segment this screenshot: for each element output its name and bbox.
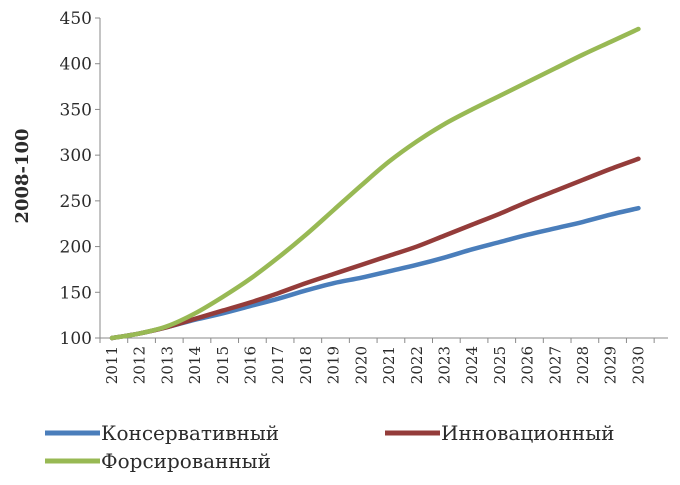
- x-tick-label: 2013: [158, 346, 176, 384]
- y-tick-label: 250: [60, 192, 92, 212]
- y-tick-label: 350: [60, 100, 92, 120]
- legend-label: Консервативный: [101, 421, 279, 445]
- y-tick-label: 150: [60, 283, 92, 303]
- legend-label: Форсированный: [101, 449, 271, 473]
- x-ticks: 2011 2012 2013 2014 2015 2016 2017 2018 2019 2020…: [99, 338, 655, 384]
- x-tick-label: 2019: [325, 346, 343, 384]
- x-tick-label: 2030: [629, 346, 647, 384]
- x-tick-label: 2011: [103, 346, 121, 384]
- series-lines: [109, 26, 641, 341]
- x-tick-label: 2024: [463, 346, 481, 384]
- x-tick-label: 2027: [546, 346, 564, 384]
- axes: [99, 18, 668, 339]
- x-tick-label: 2029: [602, 346, 620, 384]
- y-tick-label: 450: [60, 9, 92, 29]
- x-tick-label: 2020: [352, 346, 370, 384]
- series-line: [109, 26, 641, 341]
- y-ticks: 100 150 200 250 300 350 400 450: [60, 9, 100, 349]
- x-tick-label: 2015: [214, 346, 232, 384]
- x-tick-label: 2022: [408, 346, 426, 384]
- y-axis-label: 2008-100: [12, 128, 33, 223]
- x-tick-label: 2016: [242, 346, 260, 384]
- y-tick-label: 300: [60, 146, 92, 166]
- x-tick-label: 2018: [297, 346, 315, 384]
- y-tick-label: 400: [60, 55, 92, 75]
- x-tick-label: 2023: [435, 346, 453, 384]
- y-tick-label: 200: [60, 238, 92, 258]
- x-tick-label: 2028: [574, 346, 592, 384]
- x-tick-label: 2026: [519, 346, 537, 384]
- x-tick-label: 2025: [491, 346, 509, 384]
- x-tick-label: 2012: [131, 346, 149, 384]
- series-line: [109, 156, 641, 341]
- legend: Консервативный Инновационный Форсированный: [45, 421, 614, 473]
- y-tick-label: 100: [60, 329, 92, 349]
- x-tick-label: 2017: [269, 346, 287, 384]
- x-tick-label: 2021: [380, 346, 398, 384]
- x-tick-label: 2014: [186, 346, 204, 384]
- legend-label: Инновационный: [441, 421, 614, 445]
